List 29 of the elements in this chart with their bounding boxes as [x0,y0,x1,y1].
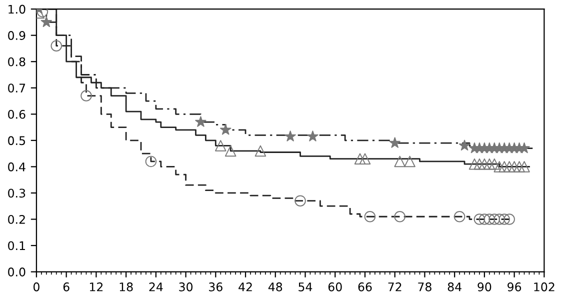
x-tick-label: 24 [149,282,163,292]
y-tick-label: 0.6 [8,110,26,119]
x-tick-label: 60 [328,282,342,292]
x-tick-label: 0 [33,282,40,292]
y-tick-label: 1.0 [8,4,26,14]
x-tick-label: 78 [418,282,432,292]
x-tick-label: 66 [358,282,372,292]
x-tick-label: 42 [238,282,252,292]
x-tick-label: 72 [388,282,402,292]
y-tick-label: 0.5 [8,136,26,146]
x-tick-label: 36 [209,282,222,292]
y-tick-label: 0.1 [8,241,25,250]
x-tick-label: 48 [268,282,282,292]
y-tick-label: 0.0 [8,268,26,276]
x-tick-label: 90 [478,282,492,292]
y-tick-label: 0.3 [8,188,26,198]
y-tick-label: 0.4 [8,162,26,172]
y-tick-label: 0.8 [8,57,26,66]
y-tick-label: 0.7 [8,84,26,93]
x-tick-label: 96 [508,282,522,292]
x-tick-label: 30 [179,282,193,292]
x-tick-label: 54 [298,282,312,292]
x-tick-label: 12 [90,282,103,292]
x-tick-label: 18 [120,282,133,292]
y-tick-label: 0.2 [8,214,25,224]
x-tick-label: 84 [448,282,462,292]
x-tick-label: 102 [534,282,554,292]
y-tick-label: 0.9 [8,31,26,40]
x-tick-label: 6 [63,282,70,292]
